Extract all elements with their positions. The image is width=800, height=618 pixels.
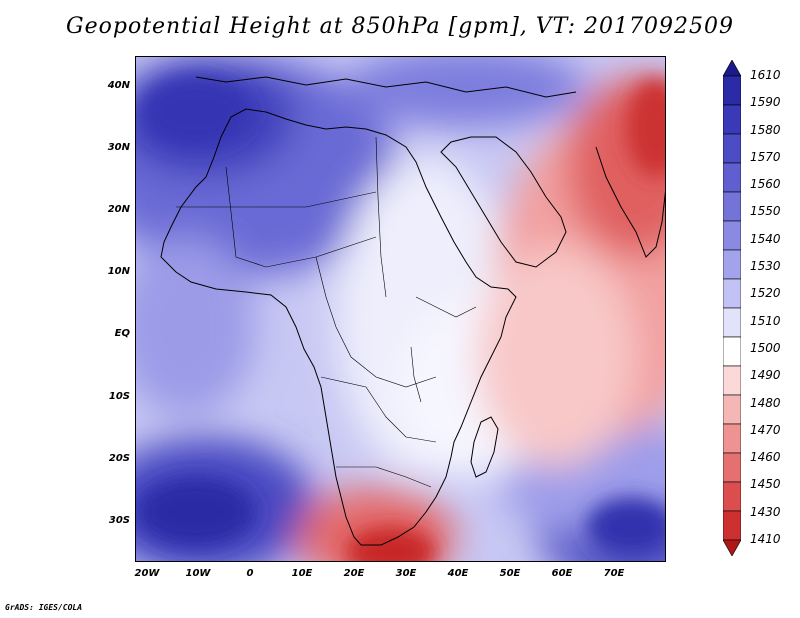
colorbar-cell — [723, 452, 741, 483]
colorbar-label: 1530 — [750, 259, 781, 274]
lat-label-30s: 30S — [108, 515, 130, 526]
colorbar-label: 1470 — [750, 422, 781, 437]
border-libya-egypt — [375, 136, 387, 298]
grads-credit: GrADS: IGES/COLA — [5, 603, 83, 612]
colorbar — [723, 60, 741, 556]
colorbar-label: 1570 — [750, 149, 781, 164]
colorbar-cell — [723, 278, 741, 309]
field-high-core-northwest — [141, 77, 251, 147]
lon-label-20w: 20W — [134, 568, 160, 579]
lon-label-20e: 20E — [343, 568, 365, 579]
border-great-lakes — [410, 346, 422, 403]
field-low-somali-coast — [476, 247, 636, 467]
colorbar-label: 1410 — [750, 532, 781, 546]
lon-label-10e: 10E — [291, 568, 313, 579]
chart-title: Geopotential Height at 850hPa [gpm], VT:… — [66, 14, 734, 39]
lon-label-30e: 30E — [395, 568, 417, 579]
colorbar-arrow-bottom — [723, 539, 741, 556]
field-high-core-southwest — [136, 477, 256, 547]
colorbar-label: 1580 — [750, 122, 781, 137]
border-horn — [415, 296, 477, 318]
geopotential-map — [136, 57, 665, 561]
colorbar-cell — [723, 510, 741, 541]
lon-label-10w: 10W — [185, 568, 211, 579]
field-high-core-southeast — [586, 497, 665, 557]
colorbar-label: 1540 — [750, 231, 781, 246]
country-borders — [176, 136, 477, 488]
colorbar-cell — [723, 162, 741, 193]
colorbar-cell — [723, 365, 741, 396]
colorbar-label: 1510 — [750, 313, 781, 328]
field-low-core-south — [346, 527, 436, 561]
colorbar-label: 1450 — [750, 477, 781, 492]
height-field-cores — [136, 77, 665, 561]
field-atlantic-west — [136, 237, 256, 417]
lon-label-0: 0 — [246, 568, 254, 579]
colorbar-cell — [723, 133, 741, 164]
lat-label-30n: 30N — [107, 142, 130, 153]
africa-coastline — [160, 108, 517, 546]
colorbar-cell — [723, 394, 741, 425]
field-low-core-northeast — [626, 77, 665, 177]
lat-label-10n: 10N — [107, 266, 130, 277]
colorbar-cell — [723, 481, 741, 512]
colorbar-label: 1460 — [750, 450, 781, 465]
colorbar-label: 1480 — [750, 395, 781, 410]
border-sahara — [176, 191, 377, 208]
colorbar-arrow-top — [723, 60, 741, 77]
colorbar-cell — [723, 75, 741, 106]
coastlines — [160, 76, 665, 546]
india-coastline — [595, 146, 665, 258]
colorbar-cell — [723, 307, 741, 338]
europe-coastline — [195, 76, 577, 98]
colorbar-label: 1590 — [750, 95, 781, 110]
border-sahel — [225, 166, 377, 268]
lon-label-50e: 50E — [499, 568, 521, 579]
border-south — [336, 466, 432, 488]
colorbar-label: 1490 — [750, 368, 781, 383]
map-panel — [135, 56, 666, 562]
lon-label-60e: 60E — [551, 568, 573, 579]
colorbar-label: 1610 — [750, 68, 781, 82]
border-southern-africa — [320, 376, 437, 443]
colorbar-label: 1550 — [750, 204, 781, 219]
colorbar-cell — [723, 104, 741, 135]
colorbar-cell — [723, 191, 741, 222]
madagascar-coastline — [470, 416, 499, 478]
lat-label-eq: EQ — [114, 328, 130, 339]
border-central-africa — [315, 256, 437, 388]
lat-label-20n: 20N — [107, 204, 130, 215]
colorbar-cell — [723, 423, 741, 454]
lon-label-40e: 40E — [447, 568, 469, 579]
colorbar-label: 1430 — [750, 504, 781, 519]
arabia-coastline — [440, 136, 567, 268]
colorbar-label: 1560 — [750, 177, 781, 192]
colorbar-cells — [723, 60, 741, 556]
colorbar-label: 1520 — [750, 286, 781, 301]
lat-label-40n: 40N — [107, 80, 130, 91]
colorbar-cell — [723, 249, 741, 280]
lat-label-10s: 10S — [108, 391, 130, 402]
colorbar-cell — [723, 220, 741, 251]
colorbar-label: 1500 — [750, 340, 781, 355]
colorbar-cell — [723, 336, 741, 367]
lat-label-20s: 20S — [108, 453, 130, 464]
lon-label-70e: 70E — [603, 568, 625, 579]
